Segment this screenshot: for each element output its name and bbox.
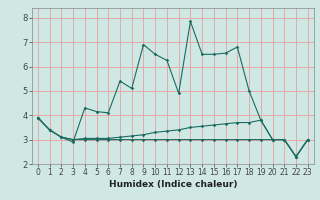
X-axis label: Humidex (Indice chaleur): Humidex (Indice chaleur) bbox=[108, 180, 237, 189]
